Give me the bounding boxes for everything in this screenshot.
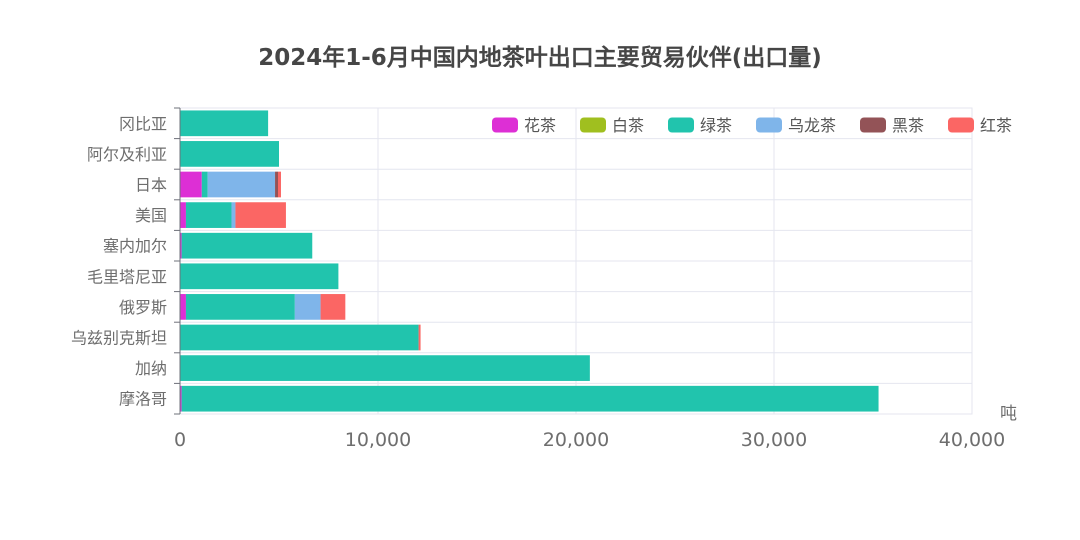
bar-segment <box>180 324 419 351</box>
x-tick-label: 0 <box>174 429 186 451</box>
legend-item[interactable]: 花茶 <box>492 116 556 135</box>
bar-segment <box>231 202 236 228</box>
legend-item[interactable]: 白茶 <box>580 116 644 135</box>
y-tick-label: 摩洛哥 <box>119 390 167 409</box>
legend-label: 白茶 <box>612 116 644 135</box>
x-tick-label: 30,000 <box>741 429 807 451</box>
bar-segment <box>320 294 346 320</box>
legend-item[interactable]: 红茶 <box>948 116 1012 135</box>
legend-label: 乌龙茶 <box>788 116 836 135</box>
legend-label: 黑茶 <box>892 116 924 135</box>
bar-segment <box>181 232 313 259</box>
bar-segment <box>294 294 321 320</box>
legend-swatch <box>492 117 518 133</box>
legend-swatch <box>580 117 606 133</box>
bar-segment <box>201 171 208 198</box>
bar-segment <box>185 202 232 228</box>
x-tick-label: 20,000 <box>543 429 609 451</box>
bar-segment <box>180 141 279 167</box>
bar-segment <box>181 385 879 412</box>
legend-label: 花茶 <box>524 116 556 135</box>
bar-segment <box>180 202 186 228</box>
bar-segment <box>180 385 182 412</box>
y-tick-label: 乌兹别克斯坦 <box>71 329 167 348</box>
bar-segment <box>185 294 295 320</box>
y-tick-label: 阿尔及利亚 <box>87 145 167 164</box>
x-tick-label: 10,000 <box>345 429 411 451</box>
legend-label: 红茶 <box>980 116 1012 135</box>
bar-segment <box>235 202 286 228</box>
bar-segment <box>180 355 590 381</box>
y-tick-label: 冈比亚 <box>119 114 167 133</box>
y-tick-label: 塞内加尔 <box>103 237 167 256</box>
bar-segment <box>180 294 186 320</box>
bar-segment <box>180 171 202 198</box>
legend-label: 绿茶 <box>700 116 732 135</box>
chart-title: 2024年1-6月中国内地茶叶出口主要贸易伙伴(出口量) <box>258 45 822 71</box>
y-tick-label: 毛里塔尼亚 <box>87 267 167 286</box>
y-tick-label: 日本 <box>135 176 167 195</box>
bar-segment <box>278 171 281 198</box>
legend-item[interactable]: 黑茶 <box>860 116 924 135</box>
y-tick-label: 俄罗斯 <box>119 298 167 317</box>
legend-swatch <box>756 117 782 133</box>
bar-segment <box>207 171 276 198</box>
bar-segment <box>418 324 421 351</box>
bars <box>180 110 879 412</box>
legend-swatch <box>860 117 886 133</box>
bar-segment <box>275 171 279 198</box>
x-tick-label: 40,000 <box>939 429 1005 451</box>
legend-swatch <box>668 117 694 133</box>
x-unit-label: 吨 <box>1000 404 1017 424</box>
bar-segment <box>180 232 182 259</box>
y-tick-label: 美国 <box>135 206 167 225</box>
y-tick-label: 加纳 <box>135 359 167 378</box>
bar-segment <box>180 110 269 137</box>
legend[interactable]: 花茶 白茶 绿茶 乌龙茶 黑茶 红茶 <box>492 116 1012 135</box>
legend-item[interactable]: 乌龙茶 <box>756 116 836 135</box>
legend-swatch <box>948 117 974 133</box>
bar-segment <box>180 263 339 290</box>
legend-item[interactable]: 绿茶 <box>668 116 732 135</box>
